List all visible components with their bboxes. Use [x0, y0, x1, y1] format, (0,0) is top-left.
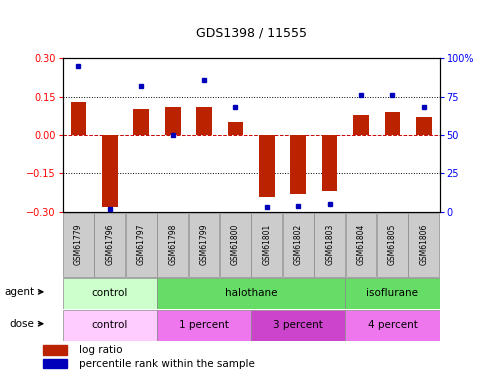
- Text: GSM61801: GSM61801: [262, 224, 271, 266]
- Bar: [189, 213, 219, 277]
- Bar: [416, 117, 432, 135]
- Bar: [314, 213, 345, 277]
- Text: control: control: [92, 320, 128, 330]
- Bar: [345, 278, 440, 309]
- Text: dose: dose: [10, 319, 35, 329]
- Bar: [157, 310, 251, 340]
- Text: log ratio: log ratio: [79, 345, 122, 355]
- Text: GSM61805: GSM61805: [388, 224, 397, 266]
- Bar: [63, 213, 94, 277]
- Text: GDS1398 / 11555: GDS1398 / 11555: [196, 26, 307, 39]
- Text: control: control: [92, 288, 128, 298]
- Bar: [251, 310, 345, 340]
- Bar: [227, 122, 243, 135]
- Text: GSM61800: GSM61800: [231, 224, 240, 266]
- Text: GSM61806: GSM61806: [419, 224, 428, 266]
- Bar: [220, 213, 251, 277]
- Bar: [409, 213, 439, 277]
- Text: GSM61803: GSM61803: [325, 224, 334, 266]
- Bar: [133, 110, 149, 135]
- Text: GSM61779: GSM61779: [74, 224, 83, 266]
- Bar: [353, 114, 369, 135]
- Bar: [252, 213, 282, 277]
- Text: halothane: halothane: [225, 288, 277, 298]
- Bar: [322, 135, 338, 191]
- Bar: [346, 213, 376, 277]
- Bar: [259, 135, 275, 196]
- Text: isoflurane: isoflurane: [367, 288, 418, 298]
- Bar: [165, 107, 181, 135]
- Text: GSM61798: GSM61798: [168, 224, 177, 266]
- Bar: [384, 112, 400, 135]
- Bar: [43, 358, 67, 368]
- Text: GSM61799: GSM61799: [199, 224, 209, 266]
- Text: percentile rank within the sample: percentile rank within the sample: [79, 358, 255, 369]
- Bar: [345, 310, 440, 340]
- Text: GSM61796: GSM61796: [105, 224, 114, 266]
- Text: GSM61802: GSM61802: [294, 224, 303, 266]
- Text: 3 percent: 3 percent: [273, 320, 323, 330]
- Bar: [102, 135, 118, 207]
- Bar: [157, 213, 188, 277]
- Bar: [95, 213, 125, 277]
- Bar: [63, 278, 157, 309]
- Text: agent: agent: [4, 287, 35, 297]
- Text: 1 percent: 1 percent: [179, 320, 229, 330]
- Bar: [157, 278, 345, 309]
- Bar: [283, 213, 313, 277]
- Bar: [290, 135, 306, 194]
- Text: GSM61804: GSM61804: [356, 224, 366, 266]
- Bar: [71, 102, 86, 135]
- Text: 4 percent: 4 percent: [368, 320, 417, 330]
- Text: GSM61797: GSM61797: [137, 224, 146, 266]
- Bar: [63, 310, 157, 340]
- Bar: [126, 213, 156, 277]
- Bar: [43, 345, 67, 355]
- Bar: [196, 107, 212, 135]
- Bar: [377, 213, 408, 277]
